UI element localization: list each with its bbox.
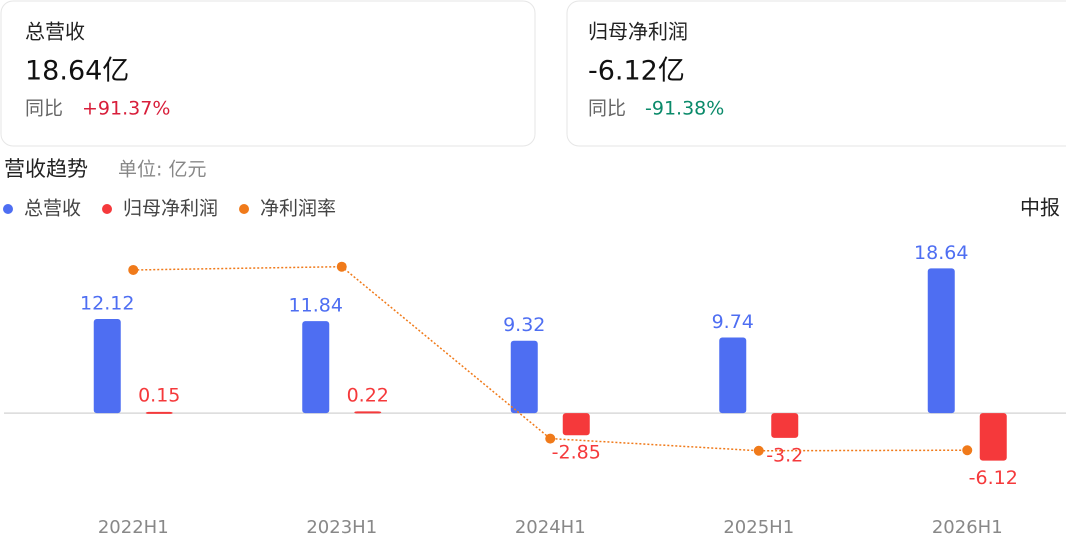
legend-dot [3, 204, 13, 214]
legend-label: 归母净利润 [123, 198, 218, 220]
line-point [753, 445, 764, 456]
x-tick-label: 2025H1 [723, 517, 794, 538]
card-value: -6.12亿 [588, 56, 685, 87]
yoy-value: +91.37% [82, 98, 170, 120]
bar [719, 337, 747, 414]
yoy-value: -91.38% [645, 98, 724, 120]
bar [927, 268, 955, 414]
value-label: 11.84 [289, 295, 343, 317]
card-label: 总营收 [25, 20, 85, 44]
chart-subtitle: 单位: 亿元 [118, 159, 206, 181]
line [133, 265, 968, 452]
x-tick-label: 2022H1 [98, 517, 169, 538]
period-label[interactable]: 中报 [1020, 196, 1060, 220]
value-label: 9.32 [503, 314, 545, 336]
bar [771, 413, 799, 438]
line-point [336, 261, 347, 272]
bar [302, 321, 330, 414]
yoy-label: 同比 [588, 98, 626, 120]
card-label: 归母净利润 [588, 20, 688, 44]
card-value: 18.64亿 [25, 56, 129, 87]
legend-dot [239, 204, 250, 214]
bar [510, 340, 538, 414]
bar [979, 413, 1007, 461]
legend-label: 总营收 [24, 198, 81, 220]
x-tick-label: 2024H1 [515, 517, 586, 538]
line-point [962, 445, 973, 456]
bar [354, 411, 382, 414]
bar [93, 319, 121, 414]
card [566, 0, 1066, 147]
bar [562, 413, 590, 436]
legend-dot [102, 204, 113, 214]
line-point [128, 264, 139, 275]
x-tick-label: 2026H1 [932, 517, 1003, 538]
value-label: 12.12 [80, 293, 134, 315]
legend-label: 净利润率 [260, 198, 336, 220]
x-tick-label: 2023H1 [306, 517, 377, 538]
value-label: -6.12 [969, 467, 1018, 489]
value-label: 0.15 [138, 385, 180, 407]
value-label: 18.64 [914, 242, 968, 264]
card [0, 0, 536, 147]
value-label: 0.22 [347, 385, 389, 407]
value-label: 9.74 [712, 311, 754, 333]
chart-title: 营收趋势 [4, 157, 88, 181]
value-label: -2.85 [552, 442, 601, 464]
line-point [545, 433, 556, 444]
bar [145, 411, 173, 414]
value-label: -3.2 [766, 444, 803, 466]
yoy-label: 同比 [25, 98, 63, 120]
